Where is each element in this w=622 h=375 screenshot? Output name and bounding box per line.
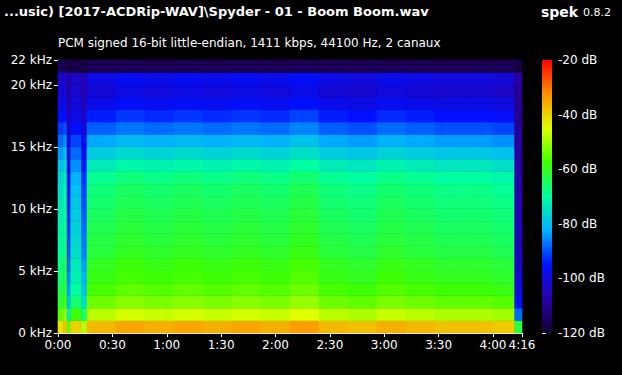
svg-text:-80 dB: -80 dB <box>558 217 597 231</box>
svg-text:PCM signed 16-bit little-endia: PCM signed 16-bit little-endian, 1411 kb… <box>58 36 441 50</box>
svg-text:4:00: 4:00 <box>480 338 507 352</box>
svg-text:-40 dB: -40 dB <box>558 108 597 122</box>
svg-text:22 kHz: 22 kHz <box>11 53 52 67</box>
svg-text:-20 dB: -20 dB <box>558 53 597 67</box>
svg-text:3:00: 3:00 <box>371 338 398 352</box>
svg-text:-100 dB: -100 dB <box>558 271 605 285</box>
svg-text:20 kHz: 20 kHz <box>11 78 52 92</box>
svg-text:1:00: 1:00 <box>153 338 180 352</box>
svg-text:5 kHz: 5 kHz <box>18 264 52 278</box>
svg-text:1:30: 1:30 <box>208 338 235 352</box>
svg-text:...usic) [2017-ACDRip-WAV]\Spy: ...usic) [2017-ACDRip-WAV]\Spyder - 01 -… <box>4 4 429 19</box>
svg-text:0:00: 0:00 <box>45 338 72 352</box>
svg-text:4:16: 4:16 <box>509 338 536 352</box>
svg-text:15 kHz: 15 kHz <box>11 140 52 154</box>
svg-text:2:00: 2:00 <box>262 338 289 352</box>
svg-text:-120 dB: -120 dB <box>558 326 605 340</box>
svg-text:-60 dB: -60 dB <box>558 162 597 176</box>
svg-text:3:30: 3:30 <box>425 338 452 352</box>
svg-text:10 kHz: 10 kHz <box>11 202 52 216</box>
svg-text:0:30: 0:30 <box>99 338 126 352</box>
svg-text:0.8.2: 0.8.2 <box>583 6 611 19</box>
svg-text:spek: spek <box>541 4 579 20</box>
svg-text:2:30: 2:30 <box>316 338 343 352</box>
svg-text:0 kHz: 0 kHz <box>18 326 52 340</box>
